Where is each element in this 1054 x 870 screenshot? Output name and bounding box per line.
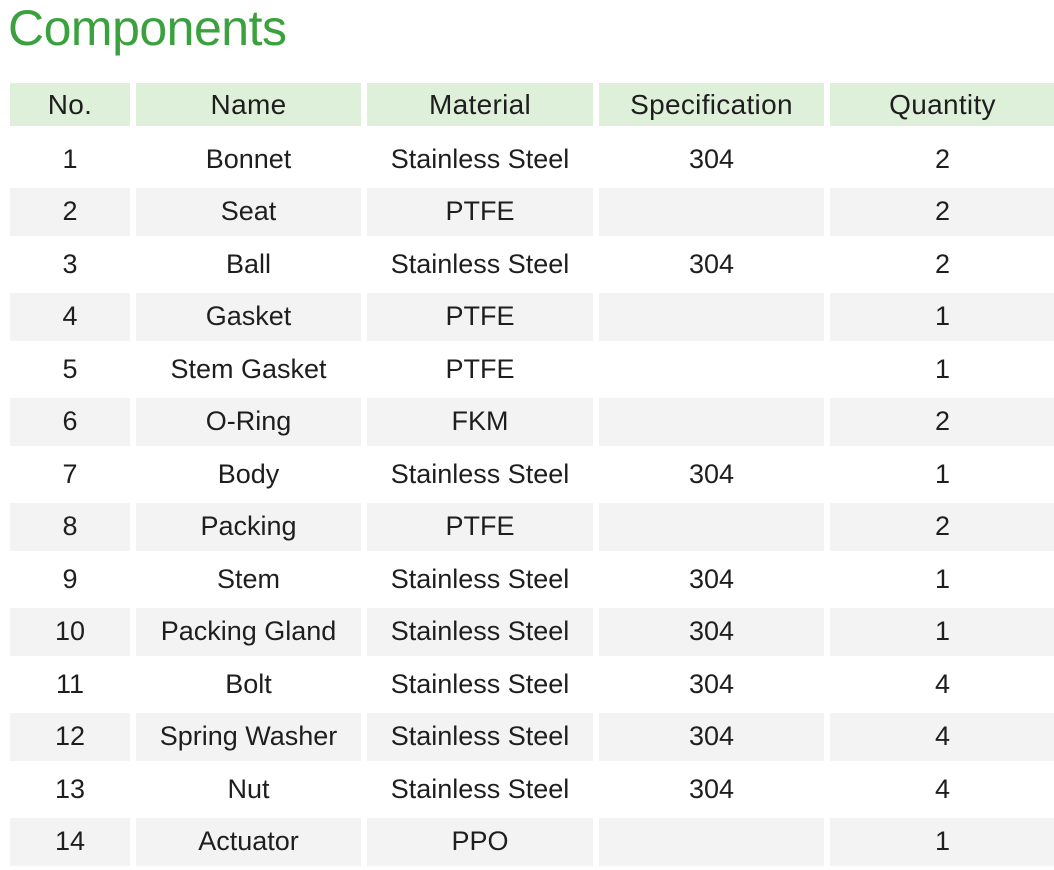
- cell-no: 3: [10, 240, 130, 289]
- cell-specification: 304: [599, 555, 824, 604]
- cell-quantity: 4: [830, 765, 1054, 814]
- cell-name: Bolt: [136, 660, 361, 709]
- cell-name: Stem Gasket: [136, 345, 361, 394]
- header-specification: Specification: [599, 83, 824, 126]
- cell-specification: 304: [599, 135, 824, 184]
- cell-material: FKM: [367, 398, 593, 447]
- cell-material: Stainless Steel: [367, 240, 593, 289]
- cell-no: 9: [10, 555, 130, 604]
- cell-no: 12: [10, 713, 130, 762]
- cell-quantity: 2: [830, 188, 1054, 237]
- cell-name: Ball: [136, 240, 361, 289]
- cell-quantity: 4: [830, 660, 1054, 709]
- cell-no: 4: [10, 293, 130, 342]
- cell-quantity: 1: [830, 555, 1054, 604]
- cell-name: Actuator: [136, 818, 361, 867]
- cell-specification: 304: [599, 240, 824, 289]
- cell-specification: [599, 503, 824, 552]
- cell-no: 6: [10, 398, 130, 447]
- cell-material: Stainless Steel: [367, 660, 593, 709]
- cell-name: Spring Washer: [136, 713, 361, 762]
- page-title: Components: [8, 0, 287, 58]
- cell-name: Body: [136, 450, 361, 499]
- header-no: No.: [10, 83, 130, 126]
- table-header-row: No. Name Material Specification Quantity: [10, 83, 1054, 130]
- cell-name: Packing: [136, 503, 361, 552]
- cell-specification: 304: [599, 765, 824, 814]
- cell-no: 13: [10, 765, 130, 814]
- cell-specification: [599, 345, 824, 394]
- cell-quantity: 1: [830, 293, 1054, 342]
- cell-material: Stainless Steel: [367, 765, 593, 814]
- cell-material: PTFE: [367, 503, 593, 552]
- cell-material: Stainless Steel: [367, 450, 593, 499]
- cell-specification: [599, 188, 824, 237]
- header-material: Material: [367, 83, 593, 126]
- cell-name: Nut: [136, 765, 361, 814]
- cell-quantity: 1: [830, 450, 1054, 499]
- cell-no: 10: [10, 608, 130, 657]
- cell-specification: 304: [599, 660, 824, 709]
- cell-material: PTFE: [367, 345, 593, 394]
- header-quantity: Quantity: [830, 83, 1054, 126]
- cell-name: Seat: [136, 188, 361, 237]
- cell-specification: 304: [599, 608, 824, 657]
- cell-material: PTFE: [367, 293, 593, 342]
- cell-no: 1: [10, 135, 130, 184]
- cell-name: O-Ring: [136, 398, 361, 447]
- cell-no: 14: [10, 818, 130, 867]
- cell-specification: [599, 293, 824, 342]
- cell-no: 2: [10, 188, 130, 237]
- components-table: No. Name Material Specification Quantity…: [10, 83, 1054, 870]
- cell-material: Stainless Steel: [367, 555, 593, 604]
- cell-name: Stem: [136, 555, 361, 604]
- cell-quantity: 1: [830, 608, 1054, 657]
- cell-specification: 304: [599, 713, 824, 762]
- cell-material: Stainless Steel: [367, 608, 593, 657]
- cell-material: Stainless Steel: [367, 135, 593, 184]
- cell-no: 7: [10, 450, 130, 499]
- cell-name: Gasket: [136, 293, 361, 342]
- cell-quantity: 4: [830, 713, 1054, 762]
- cell-quantity: 1: [830, 818, 1054, 867]
- cell-material: PPO: [367, 818, 593, 867]
- cell-quantity: 1: [830, 345, 1054, 394]
- cell-no: 11: [10, 660, 130, 709]
- cell-specification: [599, 818, 824, 867]
- cell-specification: 304: [599, 450, 824, 499]
- cell-no: 8: [10, 503, 130, 552]
- cell-no: 5: [10, 345, 130, 394]
- cell-quantity: 2: [830, 135, 1054, 184]
- cell-material: Stainless Steel: [367, 713, 593, 762]
- cell-quantity: 2: [830, 240, 1054, 289]
- cell-name: Bonnet: [136, 135, 361, 184]
- cell-quantity: 2: [830, 398, 1054, 447]
- cell-material: PTFE: [367, 188, 593, 237]
- cell-name: Packing Gland: [136, 608, 361, 657]
- cell-specification: [599, 398, 824, 447]
- cell-quantity: 2: [830, 503, 1054, 552]
- header-name: Name: [136, 83, 361, 126]
